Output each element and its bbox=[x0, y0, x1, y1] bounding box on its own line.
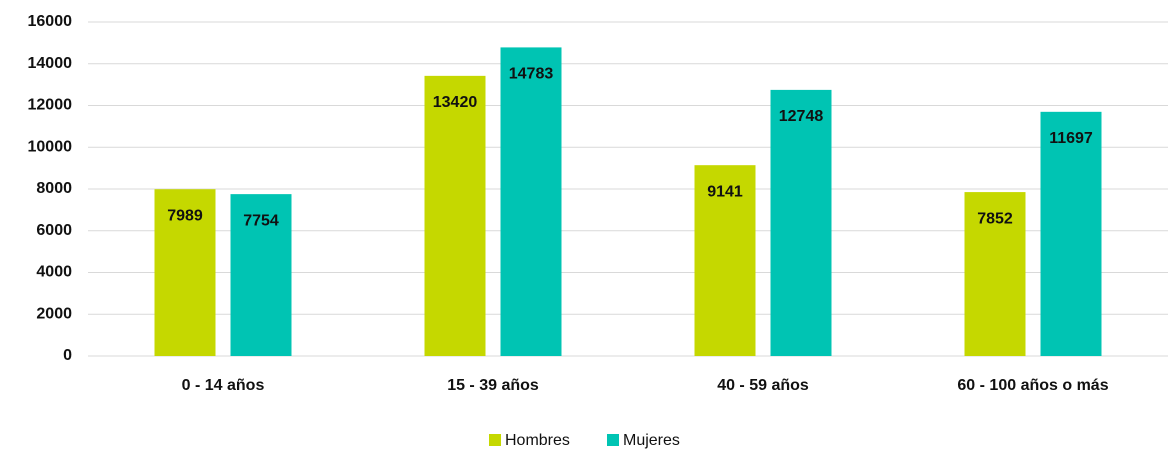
y-tick-label: 4000 bbox=[36, 264, 72, 281]
legend-swatch bbox=[489, 434, 501, 446]
x-tick-label: 60 - 100 años o más bbox=[957, 377, 1108, 394]
data-label: 7754 bbox=[243, 212, 279, 229]
y-tick-label: 6000 bbox=[36, 222, 72, 239]
bar bbox=[154, 189, 216, 356]
bar bbox=[770, 89, 832, 356]
y-tick-label: 14000 bbox=[28, 55, 73, 72]
y-tick-label: 10000 bbox=[28, 138, 73, 155]
data-label: 14783 bbox=[509, 66, 554, 83]
y-tick-label: 8000 bbox=[36, 180, 72, 197]
bar bbox=[424, 75, 486, 357]
bar bbox=[230, 194, 292, 356]
data-label: 13420 bbox=[433, 94, 478, 111]
y-tick-label: 2000 bbox=[36, 305, 72, 322]
data-label: 11697 bbox=[1049, 130, 1093, 147]
data-label: 7989 bbox=[167, 207, 203, 224]
legend-label: Hombres bbox=[505, 432, 570, 449]
x-tick-label: 15 - 39 años bbox=[447, 377, 539, 394]
x-tick-label: 0 - 14 años bbox=[182, 377, 265, 394]
y-tick-label: 0 bbox=[63, 347, 72, 364]
bar bbox=[1040, 111, 1102, 356]
y-tick-label: 12000 bbox=[28, 97, 73, 114]
bar bbox=[964, 192, 1026, 356]
data-label: 9141 bbox=[707, 183, 743, 200]
data-label: 12748 bbox=[779, 108, 824, 125]
data-label: 7852 bbox=[977, 210, 1013, 227]
legend-swatch bbox=[607, 434, 619, 446]
legend-label: Mujeres bbox=[623, 432, 680, 449]
y-tick-label: 16000 bbox=[28, 13, 73, 30]
bar bbox=[694, 165, 756, 356]
bar bbox=[500, 47, 562, 356]
x-tick-label: 40 - 59 años bbox=[717, 377, 809, 394]
